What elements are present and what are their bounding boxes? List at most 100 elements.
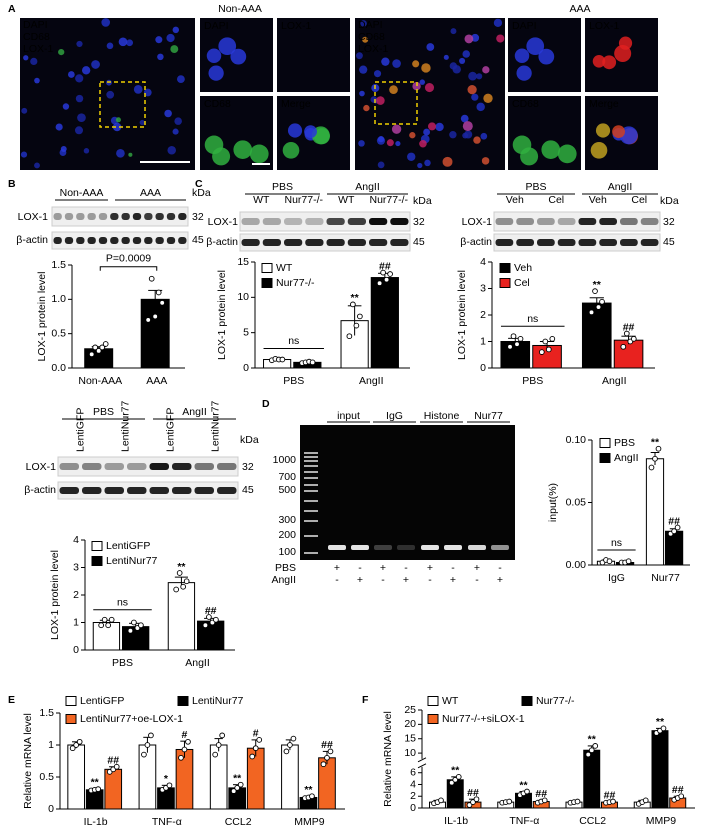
- significance: **: [233, 772, 242, 784]
- gel-sign: +: [497, 574, 503, 586]
- cell: [392, 59, 401, 68]
- blot-band: [217, 463, 237, 470]
- cell: [128, 152, 133, 157]
- blot-band: [110, 213, 119, 220]
- gel-band: [351, 545, 369, 550]
- panel-letter: F: [362, 694, 369, 706]
- cell: [538, 48, 555, 65]
- lane-label: WT: [338, 194, 355, 206]
- cell: [481, 157, 490, 165]
- crop-label: LOX-1: [589, 20, 620, 32]
- stain-label: DAPI: [358, 19, 383, 31]
- x-tick-label: AAA: [146, 375, 167, 387]
- data-point: [383, 276, 390, 283]
- cell: [212, 147, 231, 166]
- bar: [613, 339, 644, 369]
- ladder-band: [304, 465, 318, 467]
- stain-label: LOX-1: [358, 43, 389, 55]
- data-point: [148, 275, 155, 282]
- bar: [500, 341, 531, 369]
- legend-label: PBS: [614, 437, 635, 449]
- lane-label: LentiGFP: [74, 408, 86, 452]
- significance: **: [588, 734, 597, 746]
- cell: [462, 121, 473, 132]
- y-tick-label: 0.00: [566, 559, 587, 571]
- gel-band: [374, 545, 392, 550]
- blot-size: 32: [192, 211, 204, 223]
- bar: [581, 302, 612, 369]
- data-point: [212, 751, 219, 758]
- blot-size: 45: [663, 236, 675, 248]
- cell: [139, 119, 145, 126]
- cell: [174, 117, 182, 125]
- stain-label: CD68: [23, 31, 50, 43]
- blot-strip: [493, 233, 661, 252]
- x-tick-label: CCL2: [225, 816, 252, 828]
- cell: [68, 71, 75, 78]
- cell: [206, 48, 222, 64]
- blot-band: [82, 487, 102, 494]
- x-tick-label: MMP9: [646, 815, 676, 827]
- significance: ##: [467, 787, 479, 799]
- data-point: [99, 344, 106, 351]
- ladder-band: [304, 520, 318, 522]
- legend-label: LentiNur77+oe-LOX-1: [80, 713, 183, 725]
- cell: [167, 145, 176, 155]
- blot-size: 32: [413, 216, 425, 228]
- x-tick-label: TNF-α: [152, 816, 182, 828]
- data-point: [159, 299, 166, 306]
- blot-band: [87, 213, 96, 220]
- cell: [590, 142, 608, 159]
- data-point: [185, 738, 191, 745]
- cell: [115, 117, 121, 123]
- gel-band: [491, 545, 509, 550]
- blot-group: PBS: [272, 181, 293, 193]
- blot-row-label: β-actin: [206, 236, 238, 248]
- cell: [409, 132, 416, 139]
- legend-label: WT: [276, 262, 293, 274]
- y-tick-label: 0: [410, 802, 416, 814]
- data-point: [642, 797, 649, 804]
- blot-strip: [51, 206, 189, 227]
- legend-label: AngII: [614, 452, 639, 464]
- blot-band: [495, 218, 514, 225]
- gel-band: [328, 545, 346, 550]
- blot-band: [110, 237, 119, 244]
- y-tick-label: 1.5: [51, 259, 66, 271]
- cell: [480, 132, 488, 140]
- data-point: [610, 798, 616, 805]
- blot-band: [620, 218, 638, 225]
- cell: [74, 126, 84, 135]
- gel-band: [397, 545, 415, 550]
- blot-band: [326, 218, 345, 225]
- cell: [592, 55, 606, 68]
- cell: [172, 128, 179, 135]
- y-tick-label: 3: [73, 561, 79, 573]
- data-point: [105, 622, 112, 629]
- panel-letter: A: [8, 3, 16, 15]
- cell: [362, 36, 369, 43]
- data-point: [73, 742, 80, 748]
- gel-row-label: AngII: [271, 574, 296, 586]
- gel-sign: +: [334, 562, 340, 574]
- significance: ##: [623, 321, 635, 333]
- data-point: [131, 619, 137, 626]
- crop-label: CD68: [512, 98, 539, 110]
- blot-band: [155, 213, 164, 220]
- data-point: [215, 742, 222, 748]
- data-point: [127, 627, 134, 634]
- y-tick-label: 3: [480, 282, 486, 294]
- data-point: [671, 528, 677, 535]
- y-tick-label: 1: [480, 335, 486, 347]
- ladder-band: [304, 490, 318, 492]
- blot-band: [326, 239, 345, 246]
- blot-band: [241, 239, 260, 246]
- image-title: AAA: [569, 3, 590, 15]
- blot-strip: [51, 231, 189, 250]
- data-point: [234, 785, 241, 791]
- cell: [287, 123, 303, 138]
- blot-band: [166, 237, 176, 244]
- blot-band: [305, 218, 324, 225]
- gel-band: [444, 545, 462, 550]
- y-tick-label: 0.10: [566, 434, 587, 446]
